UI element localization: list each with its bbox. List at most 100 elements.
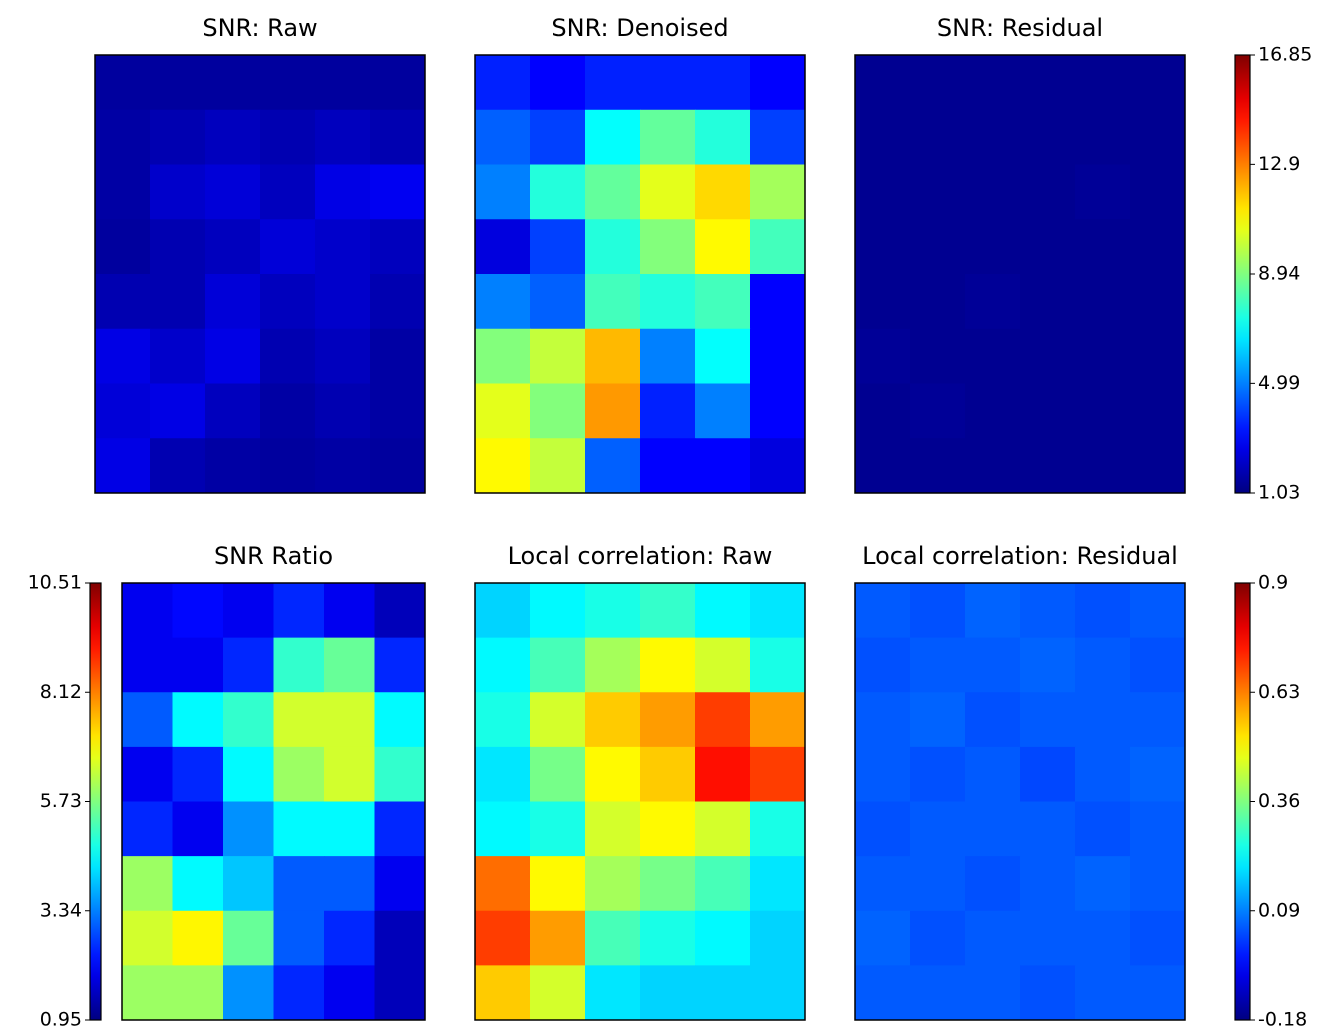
heatmap-cell [965,583,1021,639]
heatmap-cell [370,383,426,439]
heatmap-cell [95,219,151,275]
heatmap-cell [910,692,966,748]
heatmap-cell [315,219,371,275]
heatmap-cell [1130,856,1186,912]
heatmap-cell [910,383,966,439]
heatmap-cell [855,583,911,639]
heatmap-cell [223,637,274,693]
heatmap-cell [475,801,531,857]
heatmap-cell [695,856,751,912]
heatmap-cell [1020,274,1076,330]
heatmap-cell [530,910,586,966]
heatmap-cell [223,801,274,857]
heatmap-cell [855,856,911,912]
heatmap-cell [855,746,911,802]
heatmap-cell [370,274,426,330]
heatmap-cell [273,965,325,1021]
heatmap-cell [1075,219,1131,275]
heatmap-cell [695,910,751,966]
heatmap-cell [965,438,1021,494]
heatmap-cell [965,856,1021,912]
heatmap-cell [95,328,151,384]
heatmap-cell [150,274,206,330]
heatmap-cell [695,583,751,639]
heatmap-cell [273,583,325,639]
heatmap-cell [1020,801,1076,857]
heatmap-cell [370,164,426,220]
heatmap-cell [324,856,375,912]
heatmap-cell [1130,801,1186,857]
heatmap-cell [530,801,586,857]
heatmap-cell [1020,910,1076,966]
heatmap-cell [695,328,751,384]
heatmap-cell [475,746,531,802]
heatmap-cell [530,383,586,439]
heatmap-cell [223,583,274,639]
heatmap-cell [1130,55,1186,111]
heatmap-cell [475,383,531,439]
heatmap-cell [150,55,206,111]
heatmap-cell [475,328,531,384]
heatmap-cell [965,55,1021,111]
heatmap-cell [273,692,325,748]
heatmap-cell [260,438,316,494]
heatmap-cell [855,219,911,275]
heatmap-cell [585,274,641,330]
heatmap-cell [695,637,751,693]
colorbar-tick-label: 5.73 [40,790,82,812]
heatmap-cell [374,746,426,802]
heatmap-cell [172,910,224,966]
heatmap-cell [695,383,751,439]
heatmap-cell [205,109,261,165]
heatmap-cell [640,383,696,439]
panel-frame [474,582,806,1021]
heatmap-cell [315,383,371,439]
heatmap-cell [910,328,966,384]
heatmap-cell [640,274,696,330]
panel-frame [854,582,1186,1021]
heatmap-cell [1075,910,1131,966]
heatmap-cell [910,583,966,639]
heatmap-cell [750,965,806,1021]
heatmap-cell [530,274,586,330]
heatmap-cell [530,583,586,639]
heatmap-cell [374,801,426,857]
panel-title: SNR: Residual [937,14,1103,42]
heatmap-cell [965,164,1021,220]
heatmap-cell [1020,383,1076,439]
heatmap-cell [273,637,325,693]
panel-title: SNR Ratio [214,542,333,570]
heatmap-cell [324,965,375,1021]
heatmap-cell [1130,965,1186,1021]
heatmap-cell [370,219,426,275]
heatmap-cell [965,383,1021,439]
heatmap-cell [122,692,173,748]
heatmap-cell [122,965,173,1021]
heatmap-cell [855,274,911,330]
heatmap-cell [965,109,1021,165]
heatmap-cell [475,965,531,1021]
heatmap-cell [910,965,966,1021]
heatmap-cell [1130,637,1186,693]
heatmap-cell [1020,109,1076,165]
heatmap-cell [530,438,586,494]
heatmap-cell [965,801,1021,857]
heatmap-cell [530,109,586,165]
heatmap-cell [1020,219,1076,275]
heatmap-cell [695,219,751,275]
heatmap-cell [1130,583,1186,639]
panel-title: SNR: Raw [202,14,317,42]
heatmap-cell [1020,746,1076,802]
heatmap-cell [1075,965,1131,1021]
heatmap-cell [172,965,224,1021]
heatmap-cell [205,219,261,275]
heatmap-cell [530,55,586,111]
heatmap-cell [695,692,751,748]
heatmap-cell [750,55,806,111]
heatmap-cell [855,965,911,1021]
heatmap-cell [750,801,806,857]
heatmap-cell [530,164,586,220]
heatmap-cell [260,164,316,220]
heatmap-cell [370,55,426,111]
heatmap-cell [205,328,261,384]
